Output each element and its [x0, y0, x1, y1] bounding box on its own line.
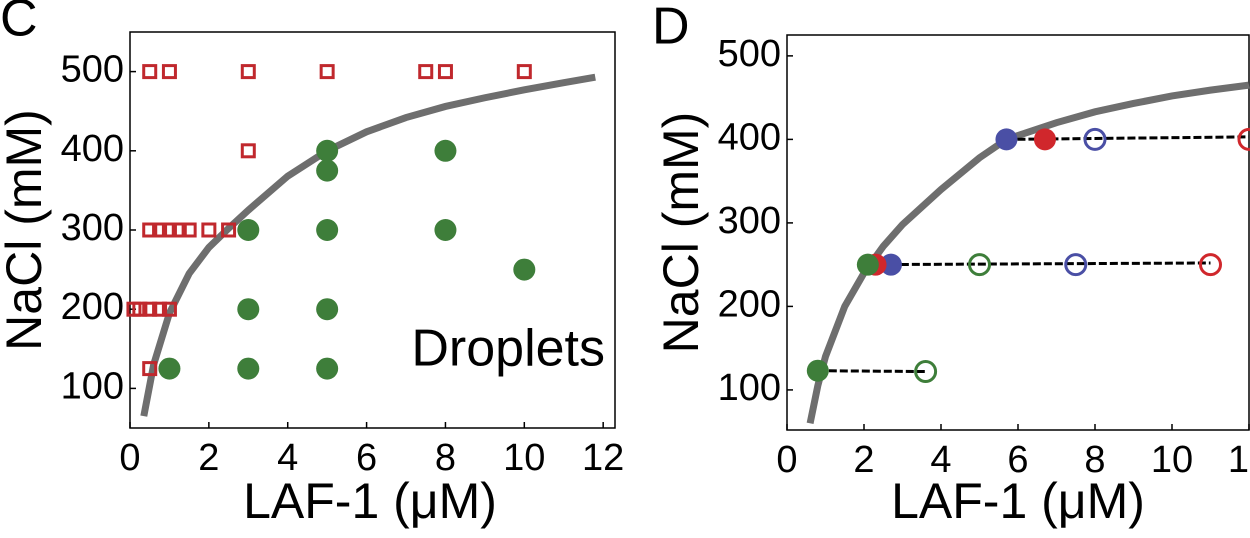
point	[240, 143, 256, 159]
point	[1199, 253, 1222, 277]
y-tick-label: 200	[718, 283, 781, 325]
point	[142, 222, 158, 238]
x-tick-label: 4	[277, 437, 298, 479]
point	[158, 357, 181, 380]
point	[237, 219, 260, 241]
x-tick-label: 0	[119, 437, 140, 479]
x-tick-label: 8	[1084, 439, 1105, 481]
point	[152, 222, 168, 238]
y-tick-label: 100	[61, 365, 124, 407]
point	[856, 253, 879, 276]
point	[879, 253, 902, 276]
point	[142, 301, 158, 317]
x-tick-label: 12	[582, 437, 624, 479]
y-tick-label: 500	[718, 33, 781, 75]
point	[142, 64, 158, 80]
point	[171, 222, 187, 238]
point	[434, 139, 457, 162]
point	[237, 298, 260, 321]
point	[516, 64, 532, 80]
point	[237, 357, 260, 380]
panel-label: D	[652, 0, 690, 56]
point	[316, 298, 339, 321]
point	[152, 301, 168, 317]
x-tick-label: 2	[198, 437, 219, 479]
y-tick-label: 300	[61, 207, 124, 249]
point	[995, 128, 1018, 151]
y-axis-label: NaCl (mM)	[653, 112, 709, 354]
point	[316, 139, 339, 162]
point	[316, 357, 339, 380]
panel-label: C	[0, 0, 38, 48]
x-tick-label: 6	[356, 437, 377, 479]
x-tick-label: 10	[1151, 439, 1193, 481]
point	[437, 64, 453, 80]
point	[434, 219, 457, 241]
tie-line	[817, 369, 926, 374]
fit-curve	[140, 73, 596, 417]
y-axis-label: NaCl (mM)	[0, 109, 52, 351]
point	[319, 64, 335, 80]
y-tick-label: 400	[718, 116, 781, 158]
point	[142, 361, 158, 377]
tie-line	[867, 261, 1211, 267]
point	[1064, 253, 1088, 277]
x-tick-label: 10	[503, 437, 545, 479]
x-axis-label: LAF-1 (μM)	[243, 473, 497, 529]
y-tick-label: 500	[61, 49, 124, 91]
point	[161, 64, 177, 80]
x-axis-label: LAF-1 (μM)	[891, 473, 1145, 529]
point	[806, 359, 829, 382]
x-tick-label: 2	[853, 439, 874, 481]
point	[914, 360, 938, 384]
annotation: Droplets	[411, 320, 605, 378]
point	[181, 222, 197, 238]
point	[221, 222, 237, 238]
fit-curve	[806, 81, 1250, 425]
point	[418, 64, 434, 80]
point	[161, 301, 177, 317]
point	[316, 159, 339, 182]
point	[161, 222, 177, 238]
point	[1083, 127, 1107, 151]
point	[513, 258, 536, 281]
y-tick-label: 300	[718, 200, 781, 242]
point	[132, 301, 148, 317]
point	[316, 219, 339, 241]
x-tick-label: 4	[930, 439, 951, 481]
y-tick-label: 400	[61, 128, 124, 170]
point	[1237, 127, 1250, 151]
point	[201, 222, 217, 238]
point	[240, 64, 256, 80]
point	[968, 253, 991, 277]
x-tick-label: 6	[1007, 439, 1028, 481]
y-tick-label: 100	[718, 367, 781, 409]
x-tick-label: 8	[435, 437, 456, 479]
point	[1033, 128, 1056, 151]
x-tick-label: 12	[1228, 439, 1250, 481]
y-tick-label: 200	[61, 286, 124, 328]
x-tick-label: 0	[776, 439, 797, 481]
